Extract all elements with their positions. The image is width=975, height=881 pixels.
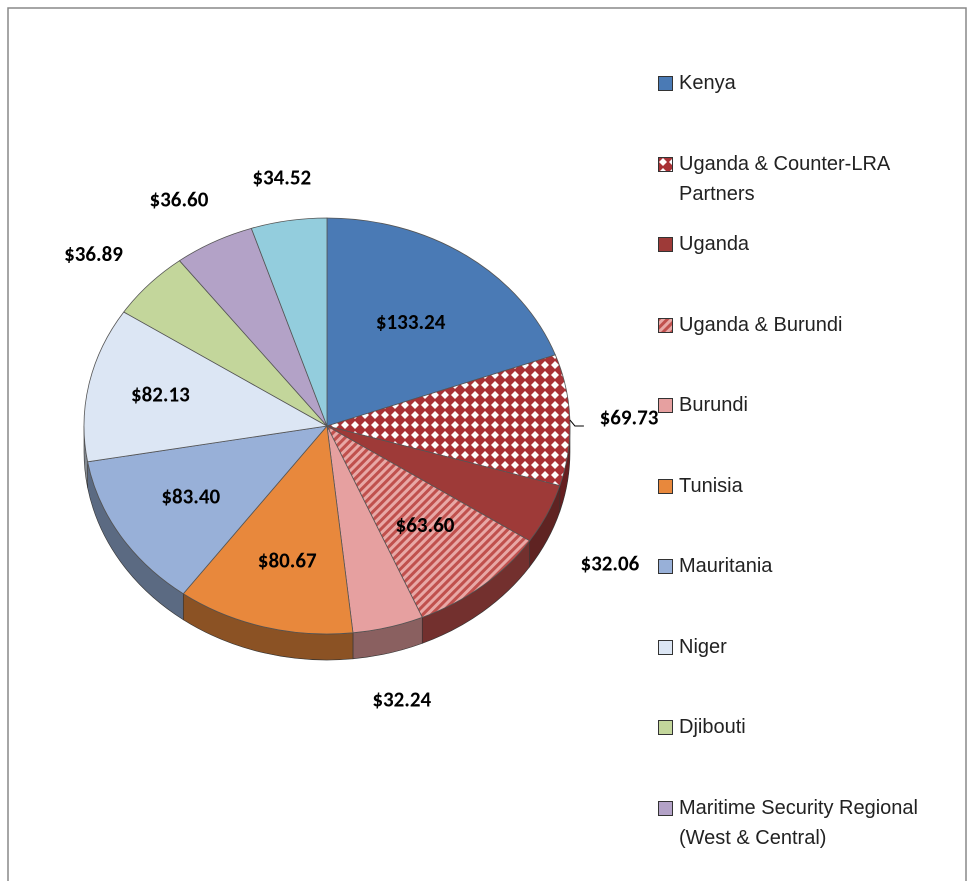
legend-swatch — [658, 398, 673, 413]
data-label: $133.24 — [376, 309, 446, 335]
legend-label: Kenya — [679, 72, 736, 94]
legend-item: Burundi — [658, 390, 958, 420]
legend-swatch — [658, 800, 673, 816]
slice — [83, 311, 329, 463]
legend-label: Mauritania — [679, 555, 773, 577]
data-label: $34.52 — [252, 165, 311, 191]
legend-swatch — [658, 76, 673, 91]
legend-swatch — [658, 237, 673, 252]
leader-line — [569, 419, 584, 427]
legend-item: Maritime Security Regional (West & Centr… — [658, 793, 958, 853]
legend-item: Niger — [658, 632, 958, 662]
slice — [182, 425, 354, 635]
legend-swatch-rect — [658, 156, 673, 172]
slice — [250, 217, 328, 427]
data-label: $32.06 — [580, 550, 639, 576]
legend-label: Niger — [679, 635, 727, 658]
legend-swatch-rect — [658, 317, 673, 333]
data-label: $36.89 — [64, 241, 123, 267]
legend-label: Maritime Security Regional (West & Centr… — [679, 796, 918, 849]
legend-item: Mauritania — [658, 551, 958, 581]
legend-item: Kenya — [658, 68, 958, 98]
slice — [326, 217, 556, 427]
legend-item: Uganda & Burundi — [658, 310, 958, 340]
data-label: $80.67 — [258, 548, 317, 574]
legend-label: Burundi — [679, 394, 748, 416]
data-label: $63.60 — [396, 512, 455, 538]
data-label: $32.24 — [372, 687, 431, 713]
legend-swatch — [658, 639, 673, 655]
legend-swatch — [658, 478, 673, 494]
legend-label: Djibouti — [679, 716, 746, 738]
legend-item: Uganda & Counter-LRA Partners — [658, 149, 958, 209]
data-label: $36.60 — [150, 187, 209, 213]
legend-swatch — [658, 156, 673, 172]
legend-label: Tunisia — [679, 474, 743, 497]
data-label: $82.13 — [131, 382, 190, 408]
legend-swatch-rect — [658, 639, 673, 655]
legend-swatch-rect — [658, 478, 673, 494]
slice — [87, 425, 329, 595]
legend-swatch-rect — [658, 237, 673, 252]
legend-item: Tunisia — [658, 471, 958, 501]
legend-swatch — [658, 317, 673, 333]
legend-label: Uganda & Burundi — [679, 313, 843, 336]
legend-swatch-rect — [658, 720, 673, 735]
legend-swatch-rect — [658, 76, 673, 91]
chart-frame — [7, 7, 967, 881]
data-label: $83.40 — [161, 483, 220, 509]
legend-swatch-rect — [658, 398, 673, 413]
legend-swatch — [658, 559, 673, 574]
legend-swatch-rect — [658, 800, 673, 816]
legend-swatch — [658, 720, 673, 735]
slice — [326, 425, 531, 618]
legend-item: Djibouti — [658, 712, 958, 742]
legend-label: Uganda — [679, 233, 750, 255]
legend-item: Uganda — [658, 229, 958, 259]
legend-label: Uganda & Counter-LRA Partners — [679, 152, 890, 205]
data-label: $69.73 — [600, 404, 659, 430]
legend-swatch-rect — [658, 559, 673, 574]
